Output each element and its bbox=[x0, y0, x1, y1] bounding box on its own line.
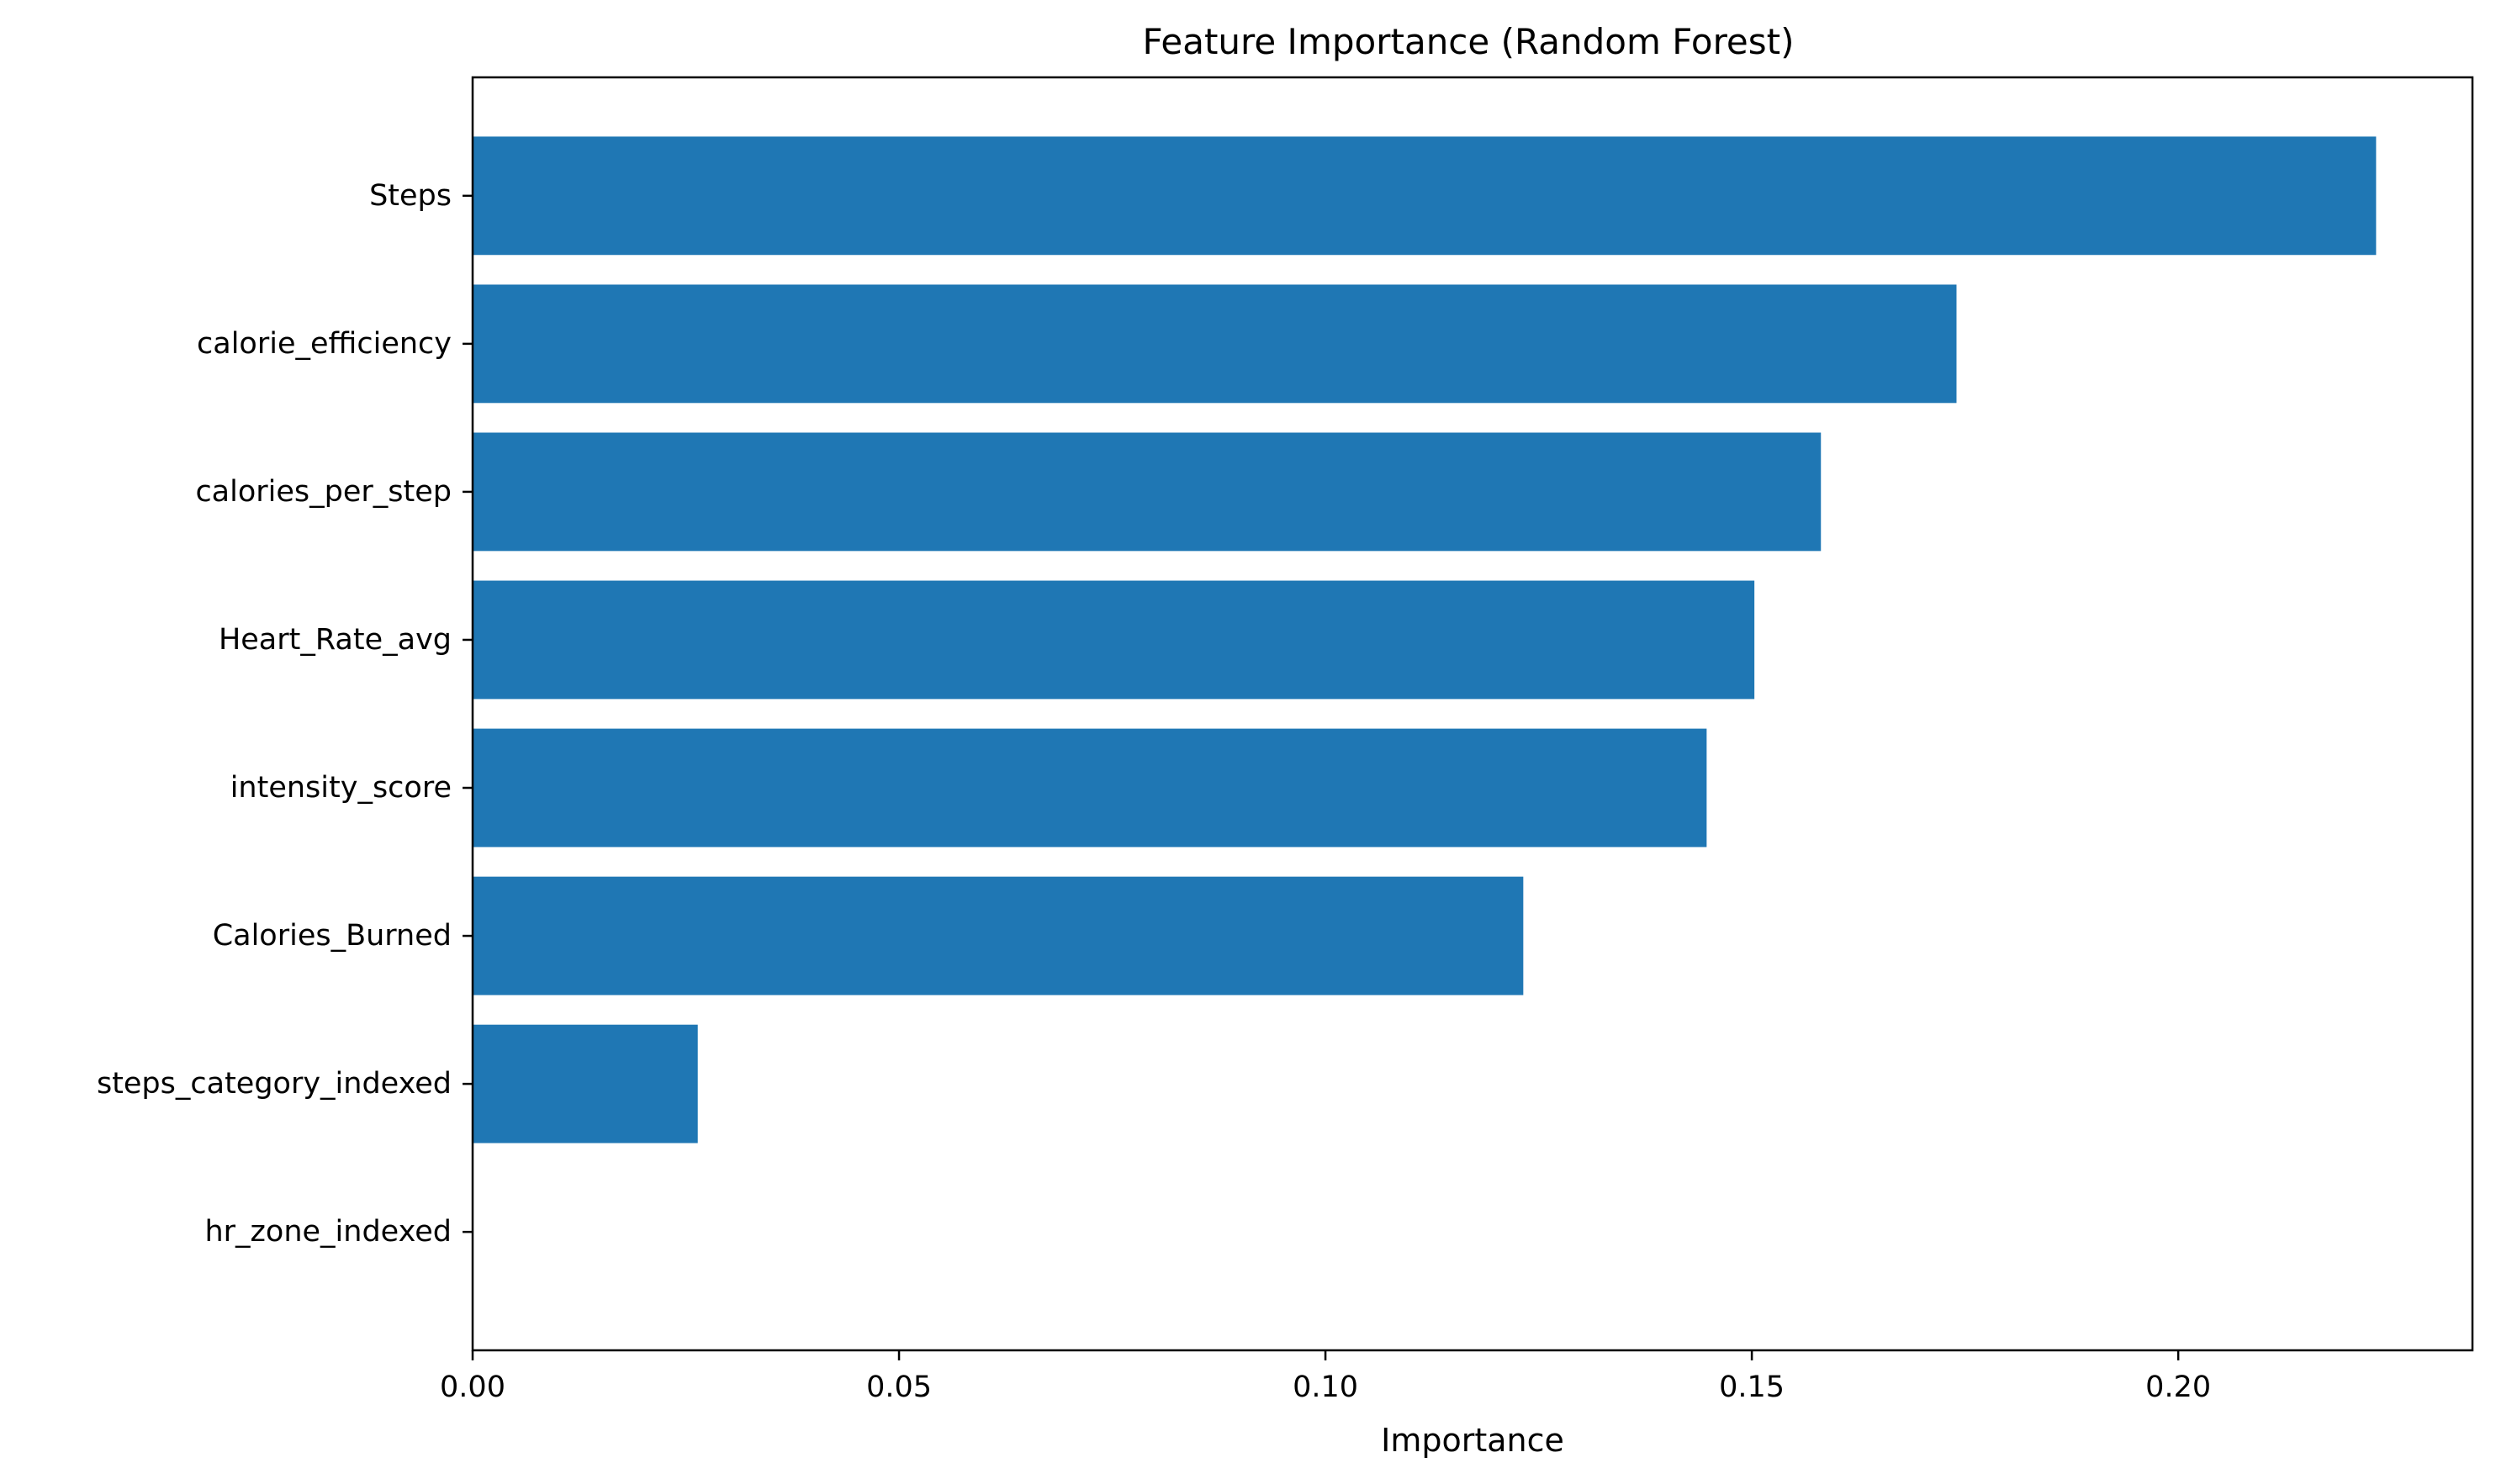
bar-calorie_efficiency bbox=[473, 284, 1957, 404]
y-tick-label: Calories_Burned bbox=[213, 919, 452, 953]
chart-title: Feature Importance (Random Forest) bbox=[1143, 21, 1795, 62]
y-tick-label: hr_zone_indexed bbox=[204, 1215, 452, 1249]
bar-intensity_score bbox=[473, 728, 1707, 848]
x-tick-label: 0.05 bbox=[866, 1370, 932, 1404]
bar-calories_per_step bbox=[473, 432, 1822, 552]
y-axis-ticks: Steps calorie_efficiency calories_per_step… bbox=[97, 179, 473, 1249]
y-tick-label: intensity_score bbox=[230, 771, 452, 805]
y-tick-label: calories_per_step bbox=[195, 475, 452, 509]
bar-Heart_Rate_avg bbox=[473, 580, 1755, 700]
bar-Steps bbox=[473, 136, 2377, 256]
bar-Calories_Burned bbox=[473, 876, 1524, 995]
x-tick-label: 0.00 bbox=[440, 1370, 505, 1404]
y-tick-label: steps_category_indexed bbox=[97, 1067, 452, 1101]
x-tick-label: 0.10 bbox=[1293, 1370, 1358, 1404]
bar-steps_category_indexed bbox=[473, 1024, 698, 1143]
x-tick-label: 0.20 bbox=[2145, 1370, 2211, 1404]
plot-area-frame bbox=[471, 76, 2474, 1352]
bars-group bbox=[473, 136, 2377, 1143]
y-tick-label: calorie_efficiency bbox=[197, 327, 452, 361]
x-axis-ticks: 0.00 0.05 0.10 0.15 0.20 bbox=[440, 1350, 2211, 1404]
x-tick-label: 0.15 bbox=[1719, 1370, 1785, 1404]
y-tick-label: Heart_Rate_avg bbox=[219, 623, 452, 657]
x-axis-label: Importance bbox=[1381, 1422, 1564, 1459]
y-tick-label: Steps bbox=[369, 179, 452, 213]
